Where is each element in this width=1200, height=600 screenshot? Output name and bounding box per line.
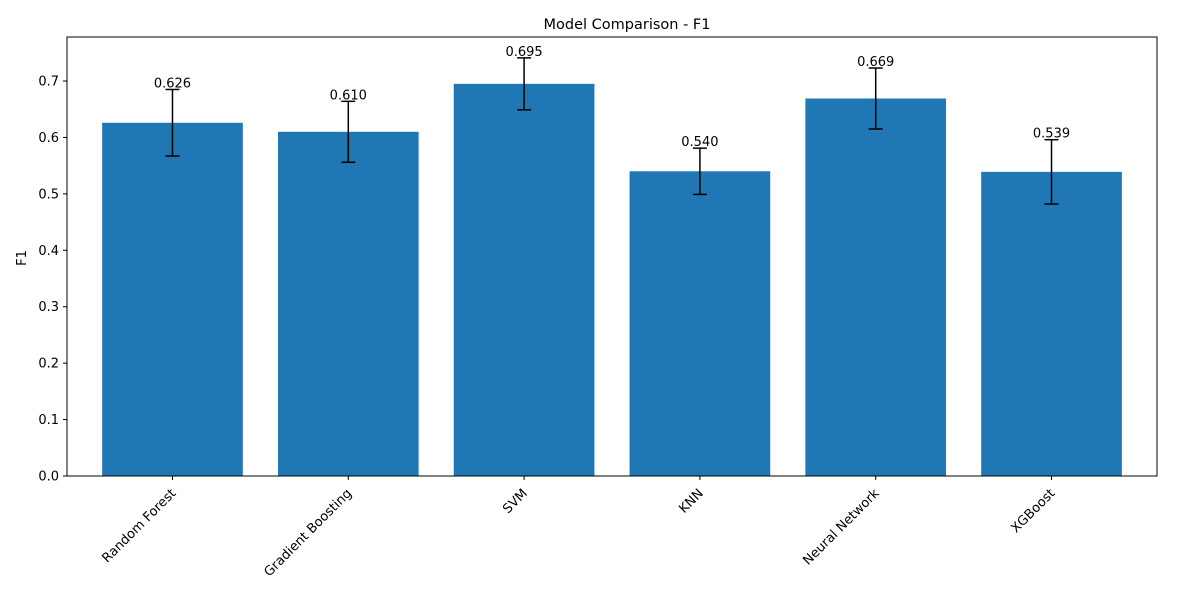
bar xyxy=(453,83,595,476)
bar xyxy=(102,122,243,477)
y-tick-label: 0.1 xyxy=(38,413,59,428)
plot-area: 0.626 Random Forest 0.610 Gradient Boosting… xyxy=(38,36,1158,580)
x-tick-label: XGBoost xyxy=(1008,486,1058,536)
data-label: 0.540 xyxy=(681,135,718,150)
x-tick-label: Random Forest xyxy=(100,486,180,566)
data-label: 0.669 xyxy=(857,55,894,70)
data-label: 0.610 xyxy=(330,88,367,103)
y-tick-label: 0.4 xyxy=(38,244,59,259)
x-tick-label: Neural Network xyxy=(800,486,883,569)
y-tick-label: 0.6 xyxy=(38,131,59,146)
y-tick-label: 0.7 xyxy=(38,75,59,90)
bar xyxy=(805,98,947,476)
data-label: 0.539 xyxy=(1033,127,1070,142)
data-label: 0.695 xyxy=(505,45,542,60)
bar xyxy=(277,131,419,477)
axes-frame xyxy=(66,36,1158,477)
x-tick-label: KNN xyxy=(676,486,706,516)
y-tick-label: 0.3 xyxy=(38,300,59,315)
bar xyxy=(981,171,1122,477)
y-axis-title: F1 xyxy=(15,250,30,266)
y-tick-label: 0.0 xyxy=(38,470,59,485)
bar xyxy=(629,171,771,477)
y-tick-label: 0.2 xyxy=(38,357,59,372)
x-tick-label: Gradient Boosting xyxy=(261,486,355,580)
chart-title: Model Comparison - F1 xyxy=(544,17,711,33)
y-tick-label: 0.5 xyxy=(38,187,59,202)
x-tick-label: SVM xyxy=(500,486,531,517)
data-label: 0.626 xyxy=(154,76,191,91)
